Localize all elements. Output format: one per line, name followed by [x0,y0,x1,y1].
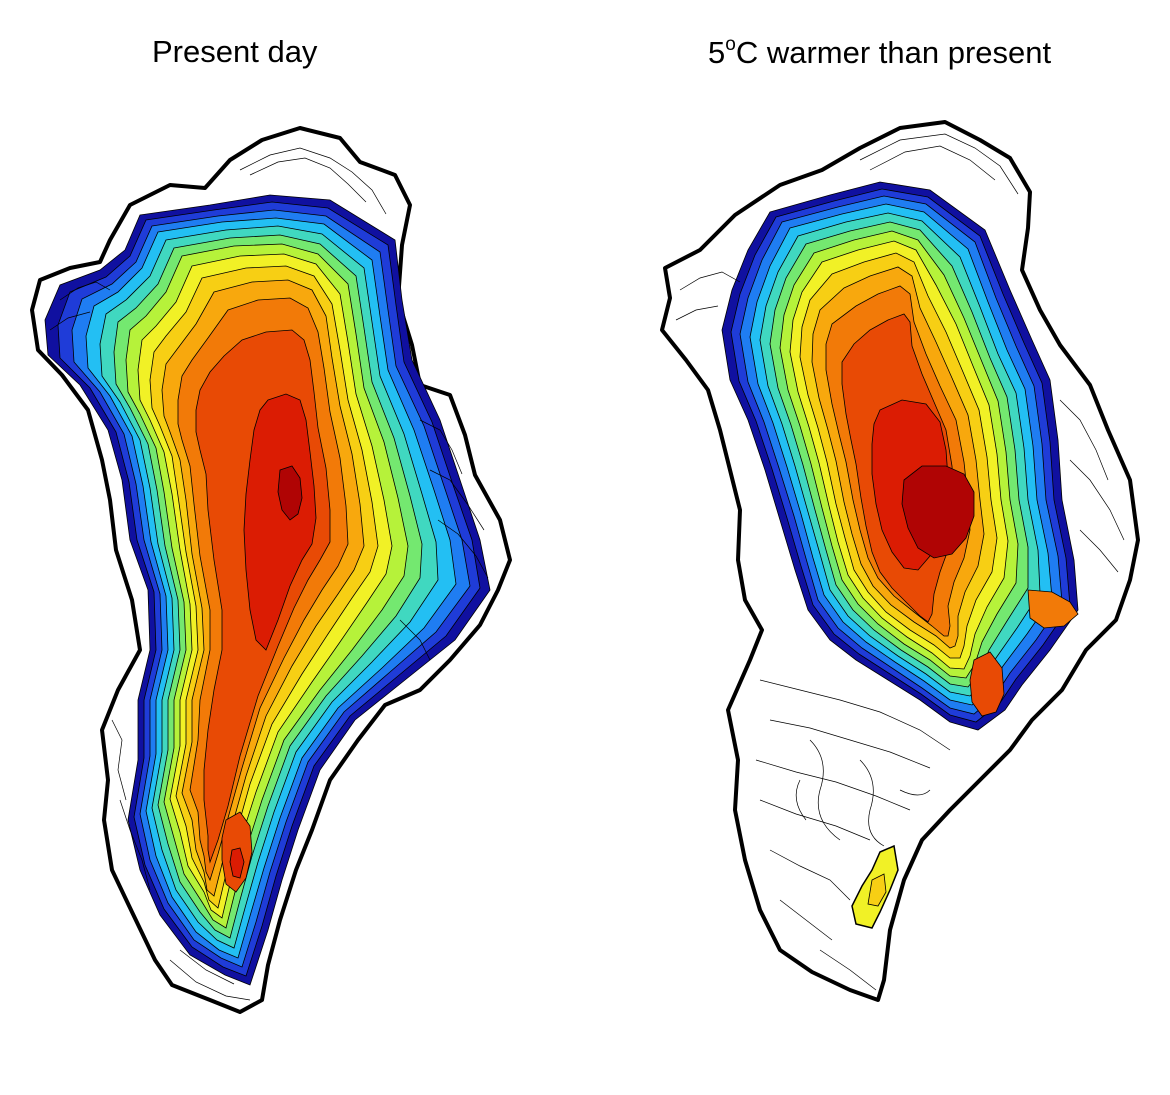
terrain-contours-warmer [675,133,1125,991]
panel-title-warmer: 5oC warmer than present [708,34,1051,71]
ice-contour-warmer-south-lobe [969,651,1005,717]
ice-contour-warmer-14 [901,465,975,559]
warmer-title-prefix: 5 [708,35,726,70]
ice-contour-present-14 [277,465,303,521]
terrain-contours-present [49,147,489,1001]
present-day-title-text: Present day [152,34,318,69]
map-warmer [660,120,1140,1002]
map-present-day [30,126,512,1014]
warmer-title-suffix: C warmer than present [735,35,1052,70]
ice-contour-present-13 [243,393,317,651]
ice-contour-warmer-east-lobe [1027,589,1079,629]
ice-contour-present-south-peak [229,847,245,879]
remnant-ice-cap-core [867,873,887,907]
degree-superscript: o [725,34,736,55]
panel-title-present-day: Present day [152,34,317,70]
